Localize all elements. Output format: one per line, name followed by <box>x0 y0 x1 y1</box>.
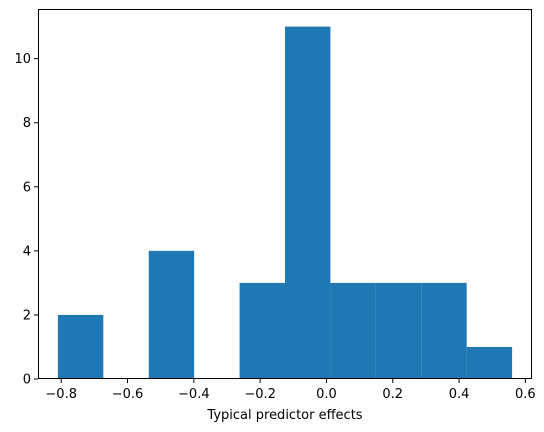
x-tick-label: 0.4 <box>449 387 470 402</box>
histogram-bar <box>330 282 376 379</box>
histogram-bar <box>421 282 467 379</box>
y-tick-label: 8 <box>23 116 31 131</box>
x-tick-label: −0.2 <box>244 387 276 402</box>
y-axis-ticks: 0 2 4 6 8 10 <box>14 52 38 388</box>
y-tick-label: 10 <box>14 52 31 67</box>
y-tick-label: 0 <box>23 373 31 388</box>
x-axis-label: Typical predictor effects <box>206 408 362 423</box>
histogram-bar <box>148 250 195 379</box>
histogram-bar <box>285 26 331 379</box>
x-tick-label: 0.2 <box>382 387 403 402</box>
x-tick-label: 0.0 <box>316 387 337 402</box>
y-tick-label: 6 <box>23 180 31 195</box>
x-tick-label: −0.6 <box>112 387 144 402</box>
x-tick-label: −0.8 <box>45 387 77 402</box>
histogram-bar <box>239 282 285 379</box>
histogram-bar <box>466 346 513 379</box>
x-tick-label: −0.4 <box>178 387 210 402</box>
bars-group <box>57 26 513 379</box>
x-tick-label: 0.6 <box>515 387 536 402</box>
histogram-bar <box>375 282 422 379</box>
y-tick-label: 2 <box>23 308 31 323</box>
histogram-bar <box>57 314 104 379</box>
y-tick-label: 4 <box>23 244 31 259</box>
x-axis-ticks: −0.8 −0.6 −0.4 −0.2 0.0 0.2 0.4 0.6 <box>45 379 536 402</box>
plot-frame <box>38 9 532 379</box>
